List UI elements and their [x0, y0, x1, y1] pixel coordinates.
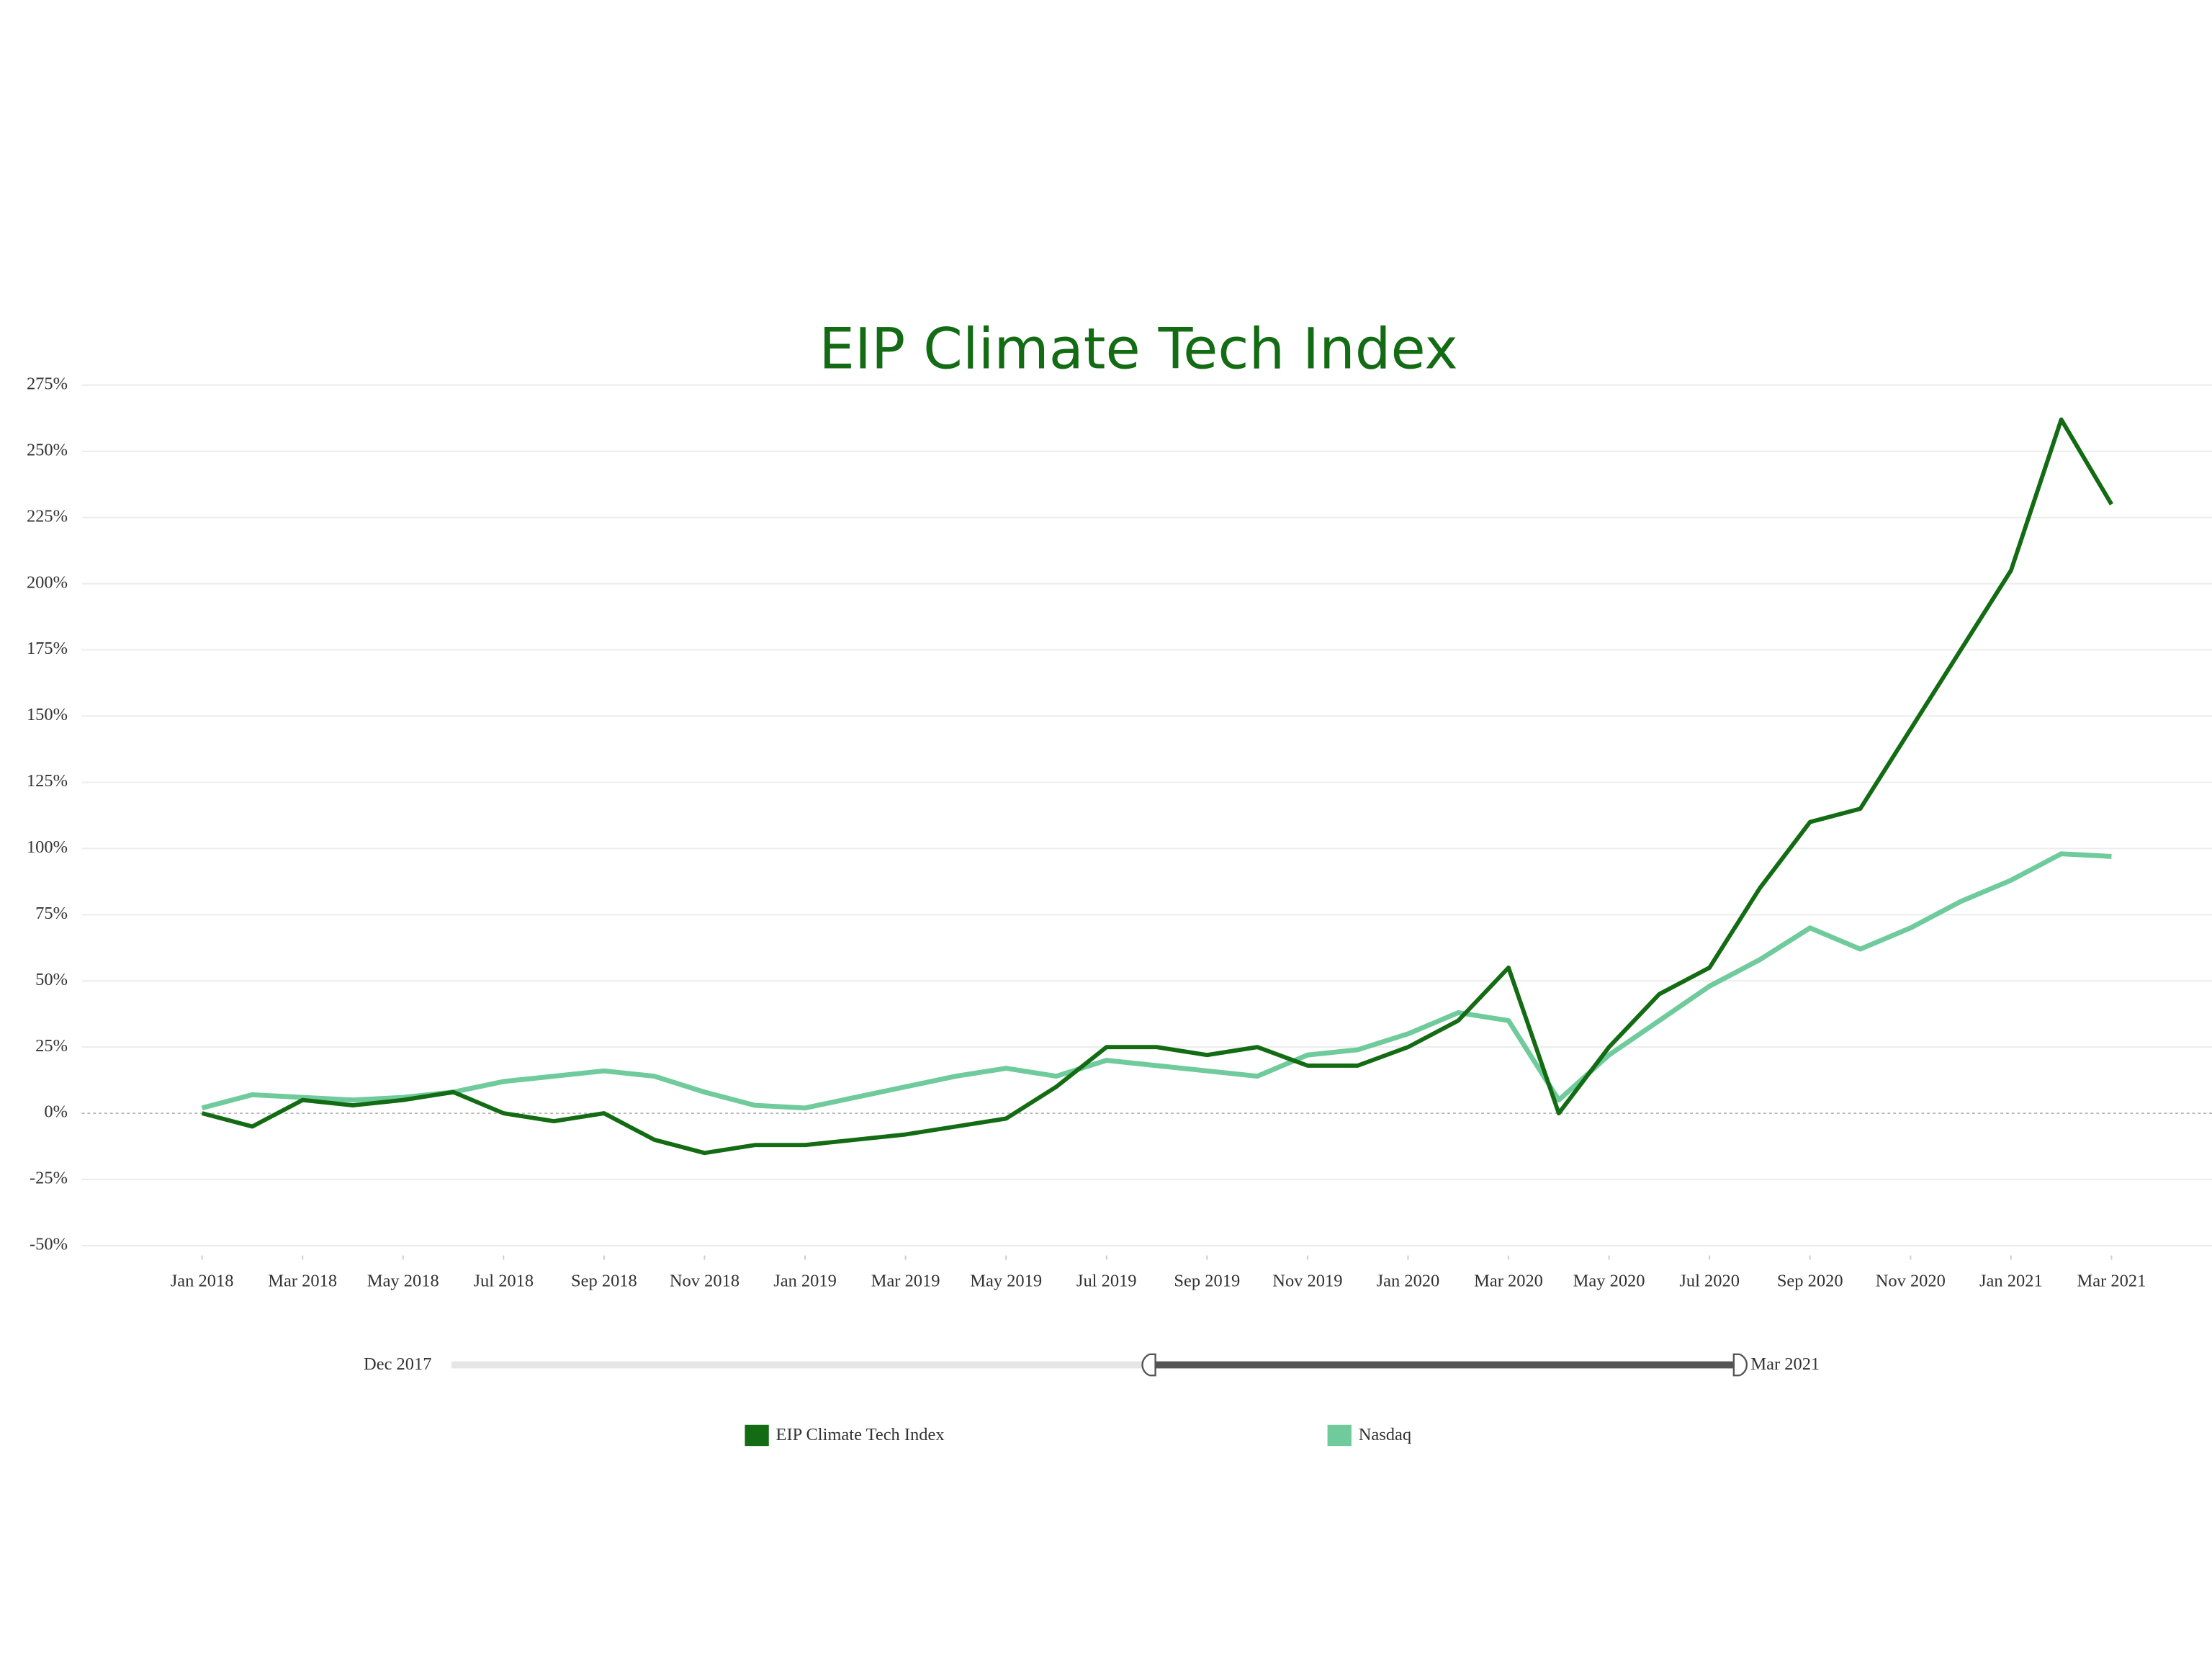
x-tick-label: May 2018 [367, 1272, 439, 1291]
y-tick-label: 225% [27, 506, 68, 526]
y-tick-label: 100% [27, 837, 68, 857]
slider-track [451, 1361, 1150, 1369]
x-tick-label: Jul 2020 [1679, 1272, 1740, 1291]
y-tick-label: -25% [30, 1169, 68, 1188]
slider-handle-left[interactable] [1141, 1353, 1156, 1377]
x-tick-label: Jan 2020 [1377, 1272, 1440, 1291]
x-tick-label: Jan 2018 [171, 1272, 234, 1291]
series-line [201, 851, 2112, 1111]
x-tick-label: Mar 2019 [871, 1272, 940, 1291]
x-tick-label: Sep 2020 [1777, 1272, 1843, 1291]
x-tick-label: May 2020 [1573, 1272, 1645, 1291]
legend-swatch [1327, 1424, 1352, 1447]
slider-start-label: Dec 2017 [364, 1354, 431, 1374]
legend-swatch [745, 1424, 769, 1447]
slider-selection [1149, 1361, 1740, 1369]
x-tick-label: Sep 2018 [571, 1272, 637, 1291]
y-tick-label: -50% [30, 1235, 68, 1254]
range-slider[interactable]: Dec 2017 Mar 2021 [364, 1353, 1820, 1377]
y-tick-label: 125% [27, 771, 68, 791]
y-tick-label: 250% [27, 440, 68, 459]
legend-item[interactable]: EIP Climate Tech Index [745, 1424, 945, 1447]
x-tick-label: Mar 2021 [2077, 1272, 2146, 1291]
slider-handle-right[interactable] [1732, 1353, 1748, 1377]
chart-title: EIP Climate Tech Index [819, 316, 1457, 382]
legend-item[interactable]: Nasdaq [1327, 1424, 1411, 1447]
y-tick-label: 75% [35, 904, 68, 923]
x-tick-label: Jan 2019 [773, 1272, 837, 1291]
x-tick-label: Nov 2019 [1272, 1272, 1342, 1291]
legend-label: EIP Climate Tech Index [776, 1425, 945, 1444]
x-tick-label: Nov 2018 [670, 1272, 739, 1291]
x-tick-label: Jul 2018 [474, 1272, 534, 1291]
y-tick-label: 50% [35, 970, 68, 989]
x-tick-label: Jan 2021 [1979, 1272, 2043, 1291]
y-tick-label: 150% [27, 705, 68, 724]
x-tick-label: Mar 2018 [268, 1272, 337, 1291]
y-tick-label: 275% [27, 374, 68, 393]
x-tick-label: Mar 2020 [1474, 1272, 1543, 1291]
series-line [201, 417, 2113, 1156]
x-tick-label: Nov 2020 [1876, 1272, 1946, 1291]
x-tick-label: Sep 2019 [1174, 1272, 1240, 1291]
y-tick-label: 200% [27, 572, 68, 592]
x-tick-label: Jul 2019 [1076, 1272, 1137, 1291]
slider-end-label: Mar 2021 [1750, 1354, 1820, 1374]
y-tick-label: 175% [27, 639, 68, 658]
legend-label: Nasdaq [1359, 1425, 1411, 1444]
y-tick-label: 25% [35, 1036, 68, 1056]
y-tick-label: 0% [44, 1102, 68, 1122]
x-tick-label: May 2019 [970, 1272, 1042, 1291]
